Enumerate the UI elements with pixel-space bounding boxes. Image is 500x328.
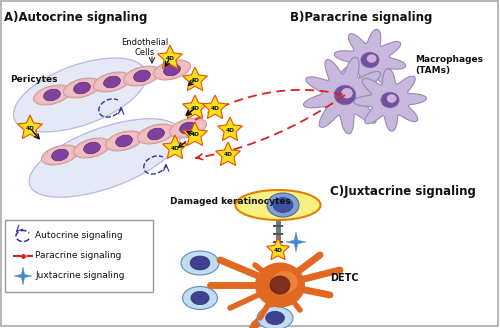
Text: A)Autocrine signaling: A)Autocrine signaling <box>4 11 148 24</box>
Polygon shape <box>162 135 188 158</box>
Ellipse shape <box>96 73 128 91</box>
Ellipse shape <box>270 276 290 294</box>
Text: Autocrine signaling: Autocrine signaling <box>35 232 122 240</box>
Text: 4D: 4D <box>224 153 232 157</box>
Ellipse shape <box>14 58 146 132</box>
Ellipse shape <box>190 256 210 270</box>
Ellipse shape <box>181 251 219 275</box>
Ellipse shape <box>262 269 298 301</box>
Polygon shape <box>182 122 208 146</box>
Text: 4D: 4D <box>226 128 234 133</box>
Text: 4D: 4D <box>190 133 200 137</box>
Polygon shape <box>18 115 42 138</box>
Ellipse shape <box>341 88 353 98</box>
Ellipse shape <box>74 82 90 94</box>
Text: Juxtacrine signaling: Juxtacrine signaling <box>35 272 124 280</box>
Ellipse shape <box>66 79 98 97</box>
Text: DETC: DETC <box>330 273 358 283</box>
Text: 4D: 4D <box>170 146 179 151</box>
Ellipse shape <box>84 142 100 154</box>
Polygon shape <box>158 45 182 69</box>
Text: 4D: 4D <box>190 106 200 111</box>
Text: Paracrine signaling: Paracrine signaling <box>35 252 122 260</box>
Polygon shape <box>202 95 228 118</box>
Ellipse shape <box>140 125 172 143</box>
Ellipse shape <box>108 132 140 150</box>
Text: Macrophages
(TAMs): Macrophages (TAMs) <box>415 55 483 75</box>
Ellipse shape <box>164 64 180 76</box>
Polygon shape <box>334 30 406 91</box>
Ellipse shape <box>255 262 305 308</box>
Ellipse shape <box>334 85 355 105</box>
Text: C)Juxtacrine signaling: C)Juxtacrine signaling <box>330 185 476 198</box>
Polygon shape <box>354 69 426 131</box>
Ellipse shape <box>367 54 376 63</box>
Text: 4D: 4D <box>166 55 174 60</box>
Text: 4D: 4D <box>190 77 200 83</box>
Text: B)Paracrine signaling: B)Paracrine signaling <box>290 11 432 24</box>
Ellipse shape <box>257 306 293 328</box>
Text: Damaged keratinocytes: Damaged keratinocytes <box>170 197 291 206</box>
Polygon shape <box>182 67 208 91</box>
Ellipse shape <box>172 119 204 137</box>
Text: 4D: 4D <box>274 248 282 253</box>
Ellipse shape <box>42 145 78 165</box>
Polygon shape <box>182 95 208 118</box>
Ellipse shape <box>134 70 150 82</box>
Text: 4D: 4D <box>210 106 220 111</box>
Ellipse shape <box>191 291 209 305</box>
Polygon shape <box>304 57 388 134</box>
Ellipse shape <box>64 78 100 98</box>
Ellipse shape <box>104 76 120 88</box>
Ellipse shape <box>361 52 379 68</box>
Ellipse shape <box>126 67 158 85</box>
Ellipse shape <box>52 149 68 161</box>
Ellipse shape <box>116 135 132 147</box>
Ellipse shape <box>156 61 188 79</box>
Ellipse shape <box>94 72 130 92</box>
Ellipse shape <box>29 119 181 197</box>
Ellipse shape <box>273 197 293 213</box>
Polygon shape <box>218 117 242 140</box>
Polygon shape <box>266 238 289 260</box>
Ellipse shape <box>76 139 108 157</box>
Ellipse shape <box>148 128 164 140</box>
Ellipse shape <box>267 193 299 217</box>
Text: Endothelial
Cells: Endothelial Cells <box>122 38 168 57</box>
Text: 4D: 4D <box>26 126 35 131</box>
Ellipse shape <box>381 92 399 108</box>
Polygon shape <box>286 232 306 252</box>
Polygon shape <box>14 267 32 285</box>
Ellipse shape <box>138 124 174 144</box>
Ellipse shape <box>236 190 320 220</box>
Ellipse shape <box>180 122 196 134</box>
Ellipse shape <box>266 311 284 325</box>
Ellipse shape <box>182 286 218 310</box>
Ellipse shape <box>106 131 142 151</box>
Ellipse shape <box>34 85 70 105</box>
Ellipse shape <box>74 138 110 158</box>
Ellipse shape <box>124 66 160 86</box>
Ellipse shape <box>272 271 297 293</box>
FancyBboxPatch shape <box>5 220 153 292</box>
Ellipse shape <box>36 86 68 104</box>
Ellipse shape <box>44 89 60 101</box>
Polygon shape <box>216 142 240 166</box>
Text: Pericytes: Pericytes <box>10 75 58 84</box>
Ellipse shape <box>154 60 190 80</box>
Ellipse shape <box>387 94 396 103</box>
Ellipse shape <box>44 146 76 164</box>
Ellipse shape <box>170 118 206 138</box>
